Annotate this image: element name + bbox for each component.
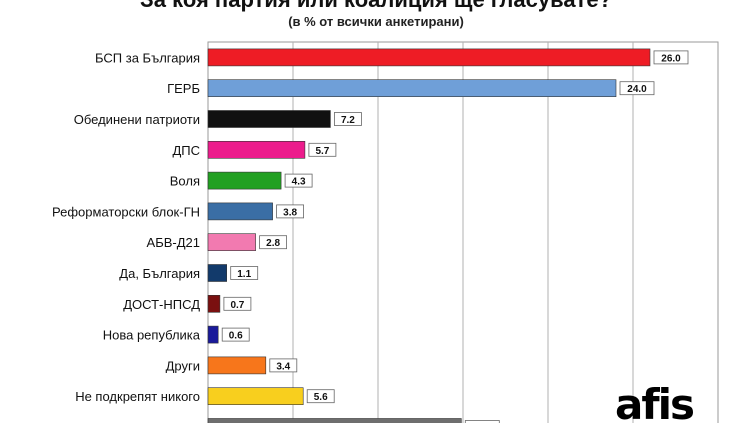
data-label: 2.8 [266,238,280,249]
bar [207,79,617,97]
bar [207,233,256,251]
data-label-box [230,266,259,280]
category-label: Няма да гласуват [93,420,200,423]
data-label: 0.7 [230,300,244,311]
data-label: 4.3 [292,177,306,188]
data-label: 5.6 [314,392,328,403]
data-label-box [619,81,655,96]
category-label: Да, България [119,266,200,281]
category-label: Обединени патриоти [74,112,200,127]
bar [207,202,273,221]
data-label-box [284,173,313,188]
data-label: 3.8 [283,207,297,218]
data-label: 1.1 [237,269,251,280]
bar [207,171,282,190]
bar [207,387,304,406]
chart-title: За коя партия или коалиция ще гласувате? [0,0,752,13]
data-label-box [464,420,500,423]
bar [207,294,221,313]
category-label: Реформаторски блок-ГН [52,204,200,219]
data-label: 5.7 [315,146,329,157]
category-label: ДПС [172,143,200,158]
data-label-box [308,142,337,157]
category-label: Други [166,358,200,373]
category-label: ДОСТ-НПСД [123,297,200,312]
data-label: 3.4 [276,361,290,372]
bar [207,325,219,344]
data-label-box [276,204,305,219]
data-label-box [269,358,298,373]
data-label: 26.0 [661,53,681,64]
bar [207,48,651,67]
bar [207,141,306,159]
chart-subtitle: (в % от всички анкетирани) [288,14,464,29]
category-label: АБВ-Д21 [147,235,200,250]
data-label-box [653,50,689,65]
data-label-box [333,112,362,126]
data-label-box [221,327,250,342]
bar [207,418,462,423]
bar [207,356,267,375]
category-label: ГЕРБ [167,81,200,96]
bar [207,110,331,128]
category-label: Нова република [103,328,201,343]
data-label: 0.6 [229,331,243,342]
data-label: 24.0 [627,84,647,95]
data-label-box [259,235,288,250]
category-label: БСП за България [95,50,200,65]
category-label: Воля [170,174,200,189]
afis-logo: afis [615,380,695,429]
data-label-box [306,389,335,404]
data-label-box [223,296,252,311]
category-label: Не подкрепят никого [75,389,200,404]
data-label: 7.2 [341,115,355,126]
bar [207,264,228,282]
